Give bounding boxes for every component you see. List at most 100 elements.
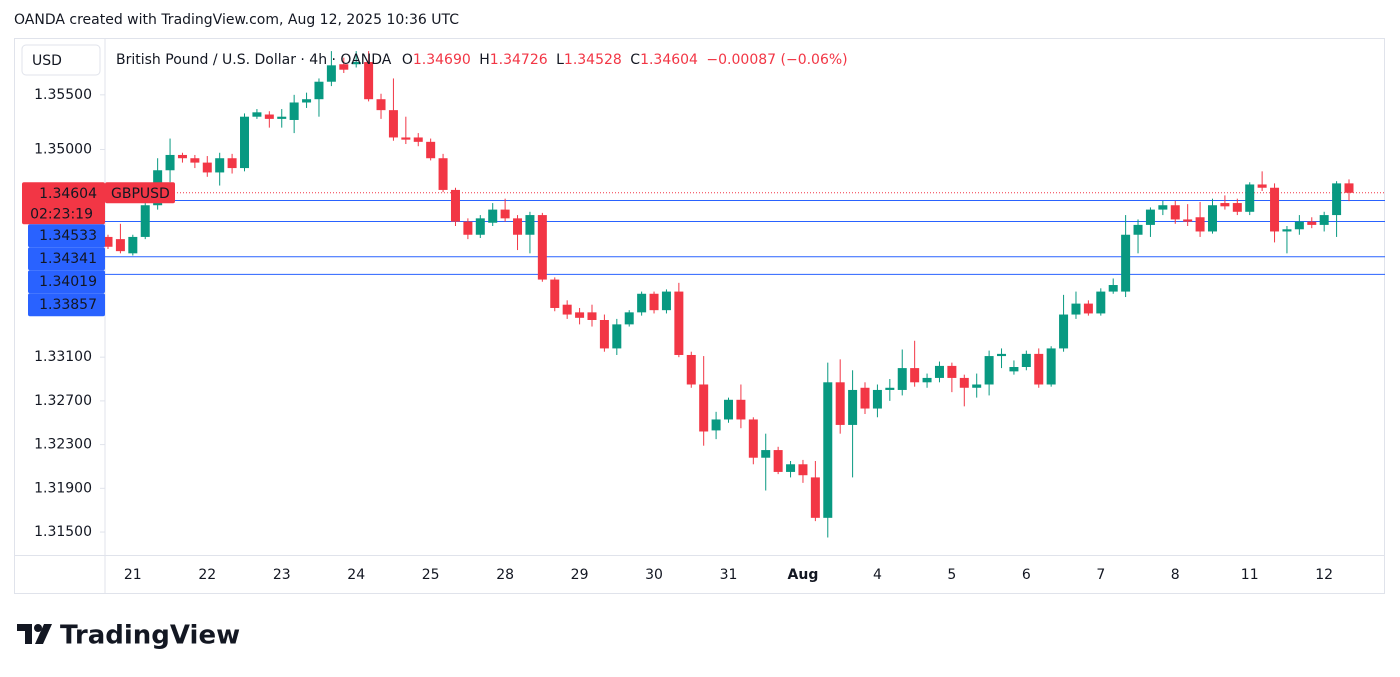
ohlc-value: 1.34726 <box>490 52 548 68</box>
candle-body <box>885 387 895 390</box>
y-tick-label: 1.31500 <box>34 524 92 540</box>
candle-body <box>202 162 212 173</box>
x-tick-label: 22 <box>198 567 216 583</box>
candle-body <box>848 389 858 425</box>
candle-body <box>599 320 609 349</box>
candle-body <box>1183 219 1193 222</box>
candle-body <box>674 291 684 355</box>
x-tick-label: 12 <box>1315 567 1333 583</box>
candle-body <box>128 236 138 254</box>
candle-body <box>922 377 932 383</box>
candle-body <box>823 382 833 518</box>
chart-frame <box>14 38 1385 594</box>
ohlc-key: O <box>402 52 413 68</box>
candle-body <box>1009 367 1019 372</box>
candle-body <box>562 304 572 315</box>
candle-body <box>897 368 907 390</box>
candle-body <box>624 312 634 325</box>
candle-body <box>500 209 510 219</box>
x-tick-label: 30 <box>645 567 663 583</box>
candle-body <box>612 324 622 349</box>
candle-body <box>637 293 647 313</box>
candle-body <box>1170 205 1180 220</box>
candle-body <box>1133 224 1143 235</box>
ohlc-change: −0.00087 (−0.06%) <box>706 52 847 68</box>
candle-body <box>1021 353 1031 367</box>
legend-line: British Pound / U.S. Dollar · 4h · OANDA… <box>116 52 848 68</box>
candle-body <box>450 189 460 222</box>
candle-body <box>115 239 125 252</box>
candle-body <box>1257 184 1267 188</box>
currency-label: USD <box>32 53 62 69</box>
candle-body <box>736 399 746 420</box>
candle-body <box>302 99 312 103</box>
candle-body <box>376 99 386 111</box>
x-tick-label: 21 <box>124 567 142 583</box>
candle-body <box>388 110 398 138</box>
candle-body <box>934 365 944 378</box>
symbol-label: GBPUSD <box>111 186 170 202</box>
candle-body <box>1270 187 1280 232</box>
candle-body <box>1332 183 1342 216</box>
price-label-box <box>28 224 105 248</box>
candle-body <box>264 114 274 119</box>
candle-body <box>1034 353 1044 385</box>
y-tick-label: 1.35500 <box>34 87 92 103</box>
candle-body <box>711 419 721 431</box>
x-tick-label: 5 <box>947 567 956 583</box>
candle-body <box>947 365 957 378</box>
currency-button[interactable] <box>21 44 101 76</box>
price-label-box <box>22 182 105 225</box>
candle-body <box>860 387 870 409</box>
candle-body <box>413 137 423 142</box>
x-tick-label: 7 <box>1096 567 1105 583</box>
candle-body <box>215 158 225 173</box>
x-tick-label: 6 <box>1022 567 1031 583</box>
candle-body <box>686 354 696 385</box>
candle-body <box>1282 229 1292 232</box>
candle-body <box>1158 205 1168 210</box>
candle-body <box>1121 234 1131 292</box>
candle-body <box>575 312 585 318</box>
ohlc-value: 1.34604 <box>640 52 698 68</box>
candle-body <box>326 65 336 82</box>
candle-body <box>140 205 150 237</box>
y-tick-label: 1.33100 <box>34 349 92 365</box>
price-label-box <box>28 270 105 294</box>
candle-body <box>165 154 175 171</box>
candle-body <box>1307 221 1317 225</box>
candle-body <box>786 464 796 472</box>
candle-body <box>289 102 299 120</box>
candle-body <box>649 293 659 311</box>
candle-body <box>872 389 882 409</box>
price-label: 1.34019 <box>39 274 97 290</box>
candle-body <box>177 154 187 159</box>
candle-body <box>1319 215 1329 225</box>
candle-body <box>1220 203 1230 207</box>
price-label-box <box>28 293 105 317</box>
symbol-title: British Pound / U.S. Dollar · 4h · OANDA <box>116 52 392 68</box>
ohlc-value: 1.34690 <box>413 52 471 68</box>
candle-body <box>1108 285 1118 292</box>
x-tick-label: 28 <box>496 567 514 583</box>
candle-body <box>997 353 1007 357</box>
candle-body <box>587 312 597 320</box>
candle-body <box>748 419 758 458</box>
ohlc-value: 1.34528 <box>564 52 622 68</box>
candle-body <box>438 158 448 190</box>
page-title: OANDA created with TradingView.com, Aug … <box>14 12 459 28</box>
x-tick-label: 31 <box>720 567 738 583</box>
candle-body <box>463 221 473 235</box>
x-tick-label: 23 <box>273 567 291 583</box>
candle-body <box>761 450 771 458</box>
y-tick-label: 1.32700 <box>34 393 92 409</box>
candle-body <box>984 356 994 385</box>
ohlc-key: H <box>479 52 490 68</box>
x-tick-label: 25 <box>422 567 440 583</box>
candle-body <box>525 215 535 235</box>
candle-body <box>1071 303 1081 315</box>
candle-body <box>401 137 411 140</box>
price-label: 1.34533 <box>39 228 97 244</box>
candle-body <box>1232 203 1242 212</box>
